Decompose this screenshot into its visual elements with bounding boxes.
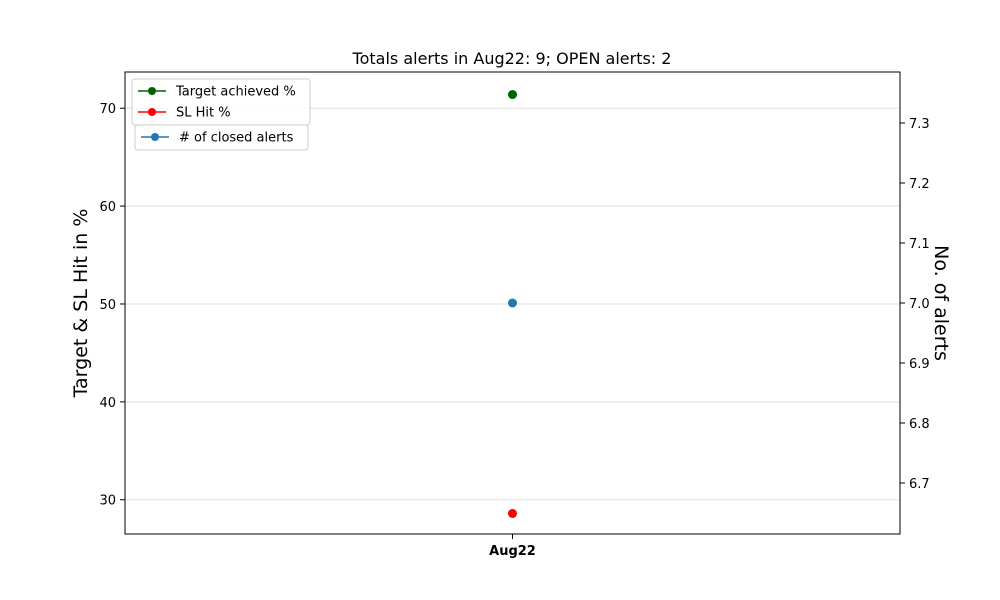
y-tick-label: 60 <box>99 200 116 215</box>
data-point <box>508 90 517 100</box>
y-tick-label: 30 <box>99 494 116 509</box>
y2-axis-label: No. of alerts <box>930 245 952 361</box>
data-point <box>508 298 517 308</box>
x-tick-label: Aug22 <box>489 544 536 559</box>
y2-tick-label: 7.2 <box>909 177 930 192</box>
y-tick-label: 50 <box>99 298 116 313</box>
legend-marker <box>148 108 156 116</box>
y-tick-label: 70 <box>99 102 116 117</box>
y2-tick-label: 7.0 <box>909 297 930 312</box>
legend-label: # of closed alerts <box>179 131 294 146</box>
y2-tick-label: 6.7 <box>909 477 930 492</box>
legend-marker <box>151 133 159 141</box>
y2-tick-label: 7.1 <box>909 237 930 252</box>
legend-box <box>134 124 309 151</box>
legend-label: SL Hit % <box>176 106 231 121</box>
legend-label: Target achieved % <box>175 85 296 100</box>
y2-tick-label: 7.3 <box>909 117 930 132</box>
y2-tick-label: 6.9 <box>909 357 930 372</box>
y-axis-label: Target & SL Hit in % <box>70 209 92 399</box>
y-tick-label: 40 <box>99 396 116 411</box>
chart-title: Totals alerts in Aug22: 9; OPEN alerts: … <box>352 49 672 68</box>
data-point <box>508 508 517 518</box>
legend-marker <box>148 87 156 95</box>
y2-tick-label: 6.8 <box>909 417 930 432</box>
